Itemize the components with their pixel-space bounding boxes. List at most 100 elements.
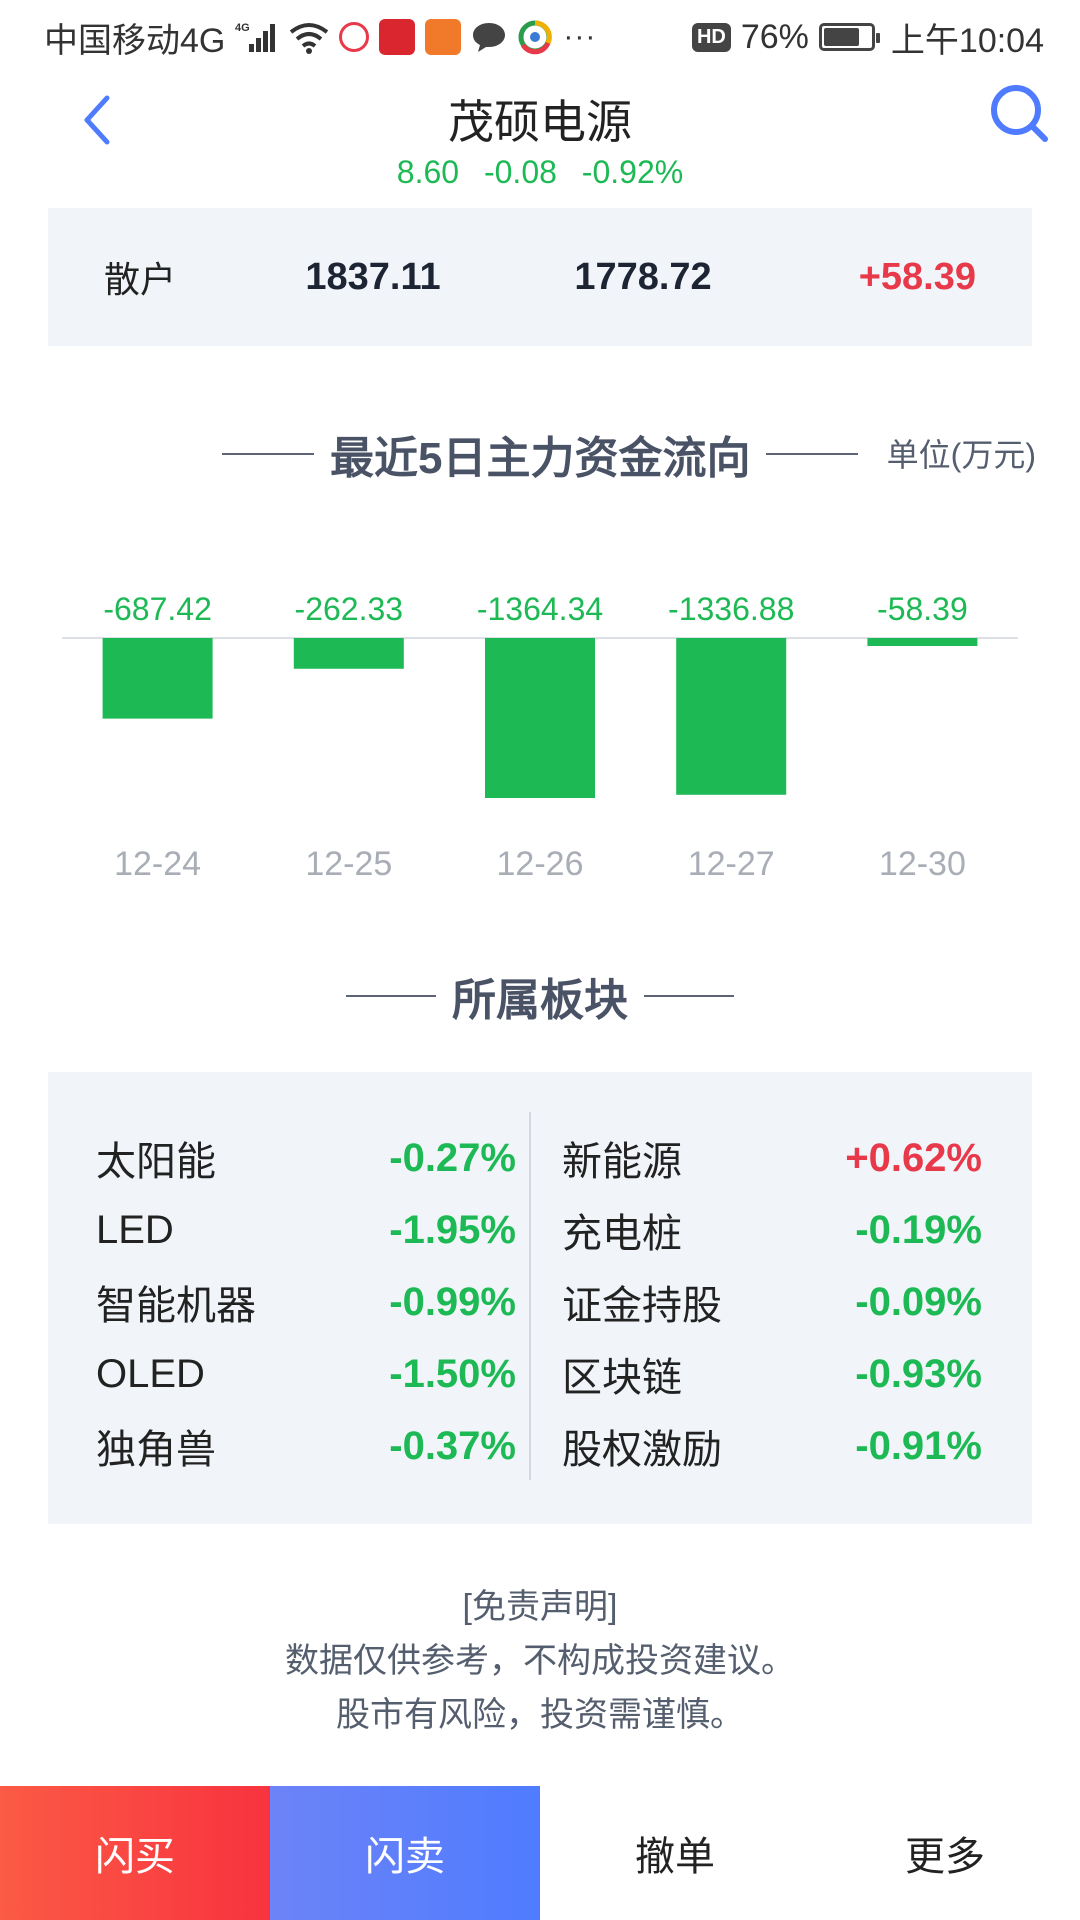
- sector-name: 区块链: [562, 1356, 682, 1400]
- sector-column-left: 太阳能 -0.27% LED -1.95% 智能机器 -0.99% OLED -1.50% 独角…: [96, 1122, 516, 1482]
- sector-name: 太阳能: [96, 1140, 216, 1184]
- chevron-left-icon: [84, 95, 110, 145]
- sector-change-pct: -0.19%: [855, 1207, 982, 1252]
- header-line-right: [644, 995, 734, 997]
- browser-icon: [517, 19, 553, 55]
- fund-flow-chart: -687.42 12-24 -262.33 12-25 -1364.34 12-26 -13…: [62, 591, 1018, 883]
- app-icon-2: [379, 19, 416, 55]
- disclaimer-line-2: 股市有风险，投资需谨慎。: [336, 1696, 744, 1734]
- header-line-left: [222, 453, 314, 455]
- sector-item[interactable]: 智能机器 -0.99%: [96, 1266, 516, 1338]
- more-button[interactable]: 更多: [810, 1786, 1080, 1920]
- sector-name: 证金持股: [562, 1284, 722, 1328]
- chart-value-label: -58.39: [877, 591, 968, 627]
- battery-fill: [823, 28, 859, 46]
- price-change-pct: -0.92%: [581, 154, 684, 190]
- page-title: 茂硕电源: [448, 96, 632, 148]
- chart-value-label: -687.42: [103, 591, 212, 627]
- chart-value-label: -262.33: [295, 591, 404, 627]
- sector-name: 充电桩: [562, 1212, 682, 1256]
- sector-panel: 太阳能 -0.27% LED -1.95% 智能机器 -0.99% OLED -1.50% 独角…: [48, 1072, 1032, 1524]
- battery-icon: [818, 23, 880, 51]
- sector-change-pct: -1.50%: [389, 1351, 516, 1396]
- retail-outflow: 1778.72: [574, 255, 712, 298]
- signal-icon: 4G: [235, 20, 279, 54]
- header-line-left: [346, 995, 436, 997]
- app-icon-1: [339, 22, 370, 52]
- sectors-header: 所属板块: [346, 964, 734, 1028]
- sector-name: 独角兽: [96, 1428, 216, 1472]
- sector-change-pct: -0.93%: [855, 1351, 982, 1396]
- sector-item[interactable]: 区块链 -0.93%: [562, 1338, 982, 1410]
- price-change: -0.08: [483, 154, 557, 190]
- sector-change-pct: -0.91%: [855, 1423, 982, 1468]
- fund-flow-header: 最近5日主力资金流向: [222, 422, 859, 486]
- disclaimer: [免责声明] 数据仅供参考，不构成投资建议。 股市有风险，投资需谨慎。: [0, 1580, 1080, 1742]
- retail-inflow: 1837.11: [305, 255, 441, 298]
- sector-change-pct: -0.09%: [855, 1279, 982, 1324]
- fund-flow-title: 最近5日主力资金流向: [330, 434, 751, 483]
- status-bar: 中国移动4G 4G: [0, 0, 1080, 74]
- sector-name: 智能机器: [96, 1284, 256, 1328]
- chart-value-label: -1336.88: [668, 591, 794, 627]
- battery-percent: 76%: [740, 17, 809, 56]
- retail-label: 散户: [104, 259, 177, 300]
- sector-item[interactable]: 新能源 +0.62%: [562, 1122, 982, 1194]
- chart-x-tick-label: 12-25: [305, 845, 392, 883]
- chart-bar: [676, 638, 787, 795]
- unit-label: 单位(万元): [886, 437, 1036, 473]
- sector-name: OLED: [96, 1351, 205, 1396]
- price-quote: 8.60 -0.08 -0.92%: [0, 154, 1080, 191]
- chart-x-tick-label: 12-26: [497, 845, 584, 883]
- sector-column-right: 新能源 +0.62% 充电桩 -0.19% 证金持股 -0.09% 区块链 -0.93% 股权激…: [562, 1122, 982, 1482]
- chart-x-tick-label: 12-24: [114, 845, 201, 883]
- sector-name: 股权激励: [562, 1428, 722, 1472]
- quick-buy-button[interactable]: 闪买: [0, 1786, 270, 1920]
- hd-badge: HD: [691, 22, 731, 52]
- chart-bar: [485, 638, 595, 798]
- sector-item[interactable]: 独角兽 -0.37%: [96, 1410, 516, 1482]
- status-left: 中国移动4G 4G: [44, 13, 692, 62]
- search-button[interactable]: [984, 78, 1056, 150]
- sector-item[interactable]: LED -1.95%: [96, 1194, 516, 1266]
- chart-value-label: -1364.34: [477, 591, 603, 627]
- wifi-icon: [289, 20, 329, 54]
- sector-change-pct: -0.99%: [389, 1279, 516, 1324]
- sector-divider: [529, 1112, 531, 1480]
- current-price: 8.60: [396, 154, 460, 190]
- sector-change-pct: -1.95%: [389, 1207, 516, 1252]
- chart-bar: [867, 638, 978, 646]
- sector-item[interactable]: OLED -1.50%: [96, 1338, 516, 1410]
- sectors-title: 所属板块: [452, 976, 628, 1025]
- sector-change-pct: +0.62%: [845, 1135, 982, 1180]
- clock: 上午10:04: [890, 21, 1044, 60]
- chat-icon: [471, 20, 507, 54]
- quick-sell-button[interactable]: 闪卖: [270, 1786, 540, 1920]
- sector-item[interactable]: 充电桩 -0.19%: [562, 1194, 982, 1266]
- sector-item[interactable]: 太阳能 -0.27%: [96, 1122, 516, 1194]
- chart-x-tick-label: 12-30: [879, 845, 966, 883]
- chart-bar: [293, 638, 404, 669]
- sector-change-pct: -0.37%: [389, 1423, 516, 1468]
- bottom-action-bar: 闪买 闪卖 撤单 更多: [0, 1786, 1080, 1920]
- back-button[interactable]: [66, 82, 126, 158]
- sector-item[interactable]: 证金持股 -0.09%: [562, 1266, 982, 1338]
- retail-flow-row: 散户 1837.11 1778.72 +58.39: [48, 208, 1032, 346]
- search-icon: [991, 85, 1048, 142]
- sector-name: 新能源: [562, 1140, 682, 1184]
- sector-item[interactable]: 股权激励 -0.91%: [562, 1410, 982, 1482]
- retail-net: +58.39: [858, 255, 976, 298]
- cancel-order-button[interactable]: 撤单: [540, 1786, 810, 1920]
- more-icon: ···: [563, 20, 597, 53]
- carrier-label: 中国移动4G: [44, 21, 226, 60]
- disclaimer-title: [免责声明]: [462, 1588, 618, 1626]
- network-badge: 4G: [235, 22, 250, 34]
- disclaimer-line-1: 数据仅供参考，不构成投资建议。: [285, 1642, 795, 1680]
- header-line-right: [766, 453, 859, 455]
- app-icon-3: [425, 19, 462, 55]
- chart-bar: [102, 638, 213, 719]
- chart-x-tick-label: 12-27: [688, 845, 775, 883]
- sector-name: LED: [96, 1207, 174, 1252]
- status-right: HD 76% 上午10:04: [691, 13, 1044, 62]
- header: 茂硕电源 8.60 -0.08 -0.92%: [0, 74, 1080, 204]
